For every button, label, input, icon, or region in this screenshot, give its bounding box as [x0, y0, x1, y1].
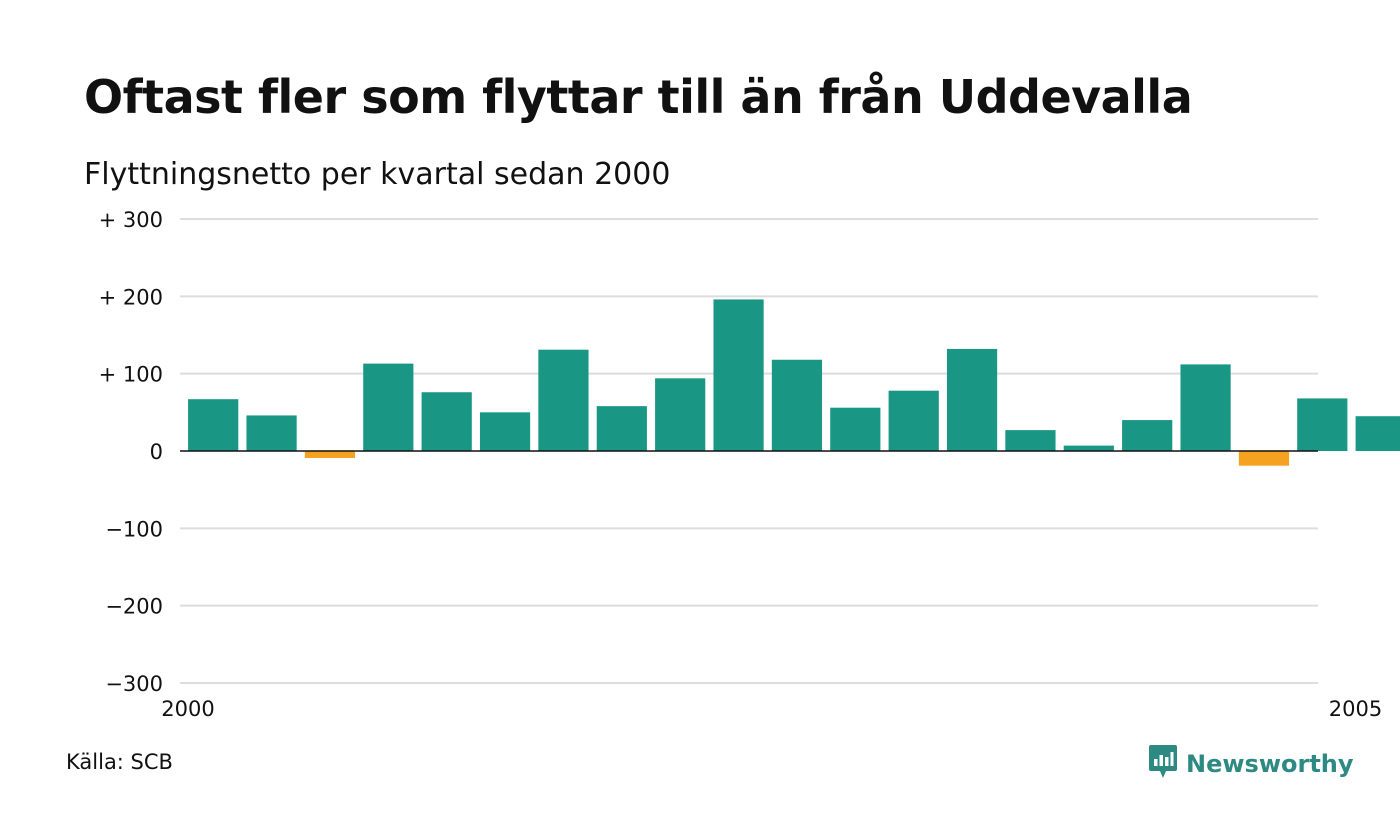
- bar: [1122, 420, 1173, 451]
- chart-title: Oftast fler som flyttar till än från Udd…: [84, 70, 1193, 124]
- y-tick-label: + 200: [99, 285, 163, 309]
- bar: [655, 378, 706, 451]
- source-label: Källa: SCB: [66, 750, 173, 774]
- y-tick-label: + 300: [99, 208, 163, 232]
- brand-name: Newsworthy: [1186, 750, 1354, 778]
- bars: [188, 299, 1400, 466]
- bar: [1238, 451, 1290, 466]
- bar: [946, 348, 998, 451]
- y-tick-label: −300: [105, 672, 163, 696]
- y-axis-labels: + 300 + 200 + 100 0 −100 −200 −300: [99, 208, 163, 696]
- bar: [479, 412, 531, 451]
- bar: [304, 451, 356, 458]
- bar: [771, 359, 823, 451]
- bar: [363, 363, 414, 451]
- bar: [1180, 364, 1231, 451]
- bar: [1005, 430, 1056, 451]
- newsworthy-logo-icon: [1148, 744, 1178, 784]
- brand-logo: Newsworthy: [1148, 744, 1354, 784]
- bar: [1297, 398, 1348, 451]
- x-tick-label: 2005: [1329, 697, 1382, 721]
- bar: [1355, 416, 1400, 451]
- bar: [596, 406, 647, 451]
- bar: [538, 349, 589, 451]
- bar: [246, 415, 297, 451]
- x-tick-label: 2000: [161, 697, 214, 721]
- x-axis-labels: 20002005201020152020: [161, 697, 1382, 721]
- y-tick-label: −200: [105, 595, 163, 619]
- bar: [1063, 445, 1114, 451]
- bar: [188, 399, 239, 451]
- bar: [713, 299, 764, 451]
- bar: [888, 390, 939, 451]
- chart-subtitle: Flyttningsnetto per kvartal sedan 2000: [84, 157, 671, 192]
- y-tick-label: −100: [105, 517, 163, 541]
- bar: [421, 392, 472, 451]
- y-tick-label: 0: [150, 440, 163, 464]
- y-tick-label: + 100: [99, 363, 163, 387]
- bar: [830, 407, 881, 451]
